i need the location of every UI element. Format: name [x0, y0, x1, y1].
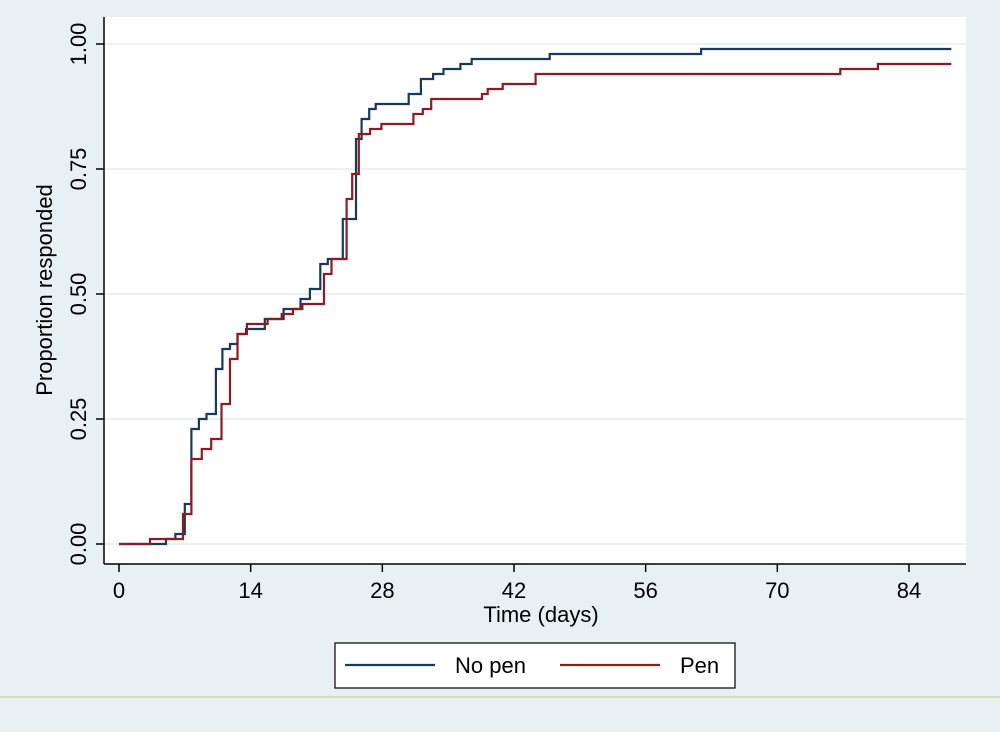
legend-label-pen: Pen — [680, 653, 719, 678]
legend: No pen Pen — [334, 642, 736, 689]
x-tick-label: 84 — [897, 578, 921, 603]
y-tick-label: 1.00 — [66, 23, 91, 66]
x-tick-label: 28 — [370, 578, 394, 603]
plot-area — [104, 17, 966, 564]
series-layer — [119, 47, 952, 546]
ticks: 0.00 0.25 0.50 0.75 1.00 0 14 28 42 56 70 84 — [66, 23, 921, 603]
y-tick-label: 0.25 — [66, 398, 91, 441]
legend-label-no-pen: No pen — [455, 653, 526, 678]
y-tick-label: 0.00 — [66, 523, 91, 566]
x-tick-label: 14 — [238, 578, 262, 603]
axes — [103, 17, 966, 565]
x-tick-label: 70 — [765, 578, 789, 603]
x-tick-label: 42 — [502, 578, 526, 603]
x-tick-label: 56 — [633, 578, 657, 603]
y-axis-title: Proportion responded — [32, 184, 57, 396]
series-line-pen — [119, 62, 952, 546]
gridlines — [104, 43, 966, 545]
y-tick-label: 0.50 — [66, 273, 91, 316]
x-axis-title: Time (days) — [483, 602, 598, 627]
series-line-no-pen — [119, 47, 952, 546]
y-tick-label: 0.75 — [66, 148, 91, 191]
x-tick-label: 0 — [113, 578, 125, 603]
